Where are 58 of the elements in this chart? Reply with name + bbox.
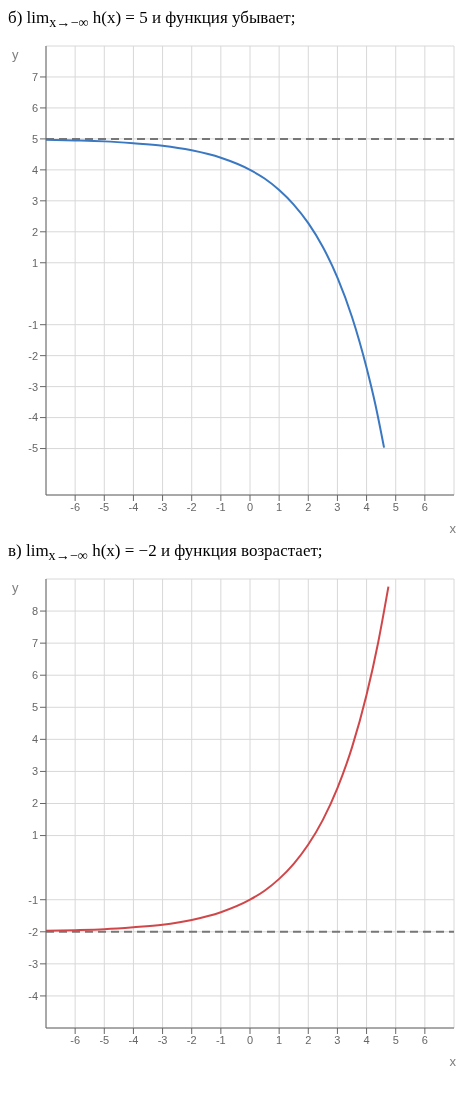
x-tick-label: 2 bbox=[305, 500, 312, 513]
y-tick-label: -4 bbox=[28, 989, 38, 1002]
chart-title: б) lim$_{x→−∞}$ h(x) = 5 и функция убывает; bbox=[8, 8, 297, 33]
x-tick-label: 5 bbox=[392, 1033, 399, 1046]
y-tick-label: -2 bbox=[28, 925, 38, 938]
y-tick-label: 1 bbox=[31, 829, 38, 842]
x-tick-label: 0 bbox=[246, 1033, 254, 1046]
y-tick-label: 7 bbox=[31, 70, 38, 83]
y-tick-label: -1 bbox=[28, 893, 38, 906]
x-tick-label: -5 bbox=[99, 500, 110, 513]
y-tick-label: -3 bbox=[28, 957, 38, 970]
x-axis-title: x bbox=[449, 1054, 457, 1069]
y-tick-label: -1 bbox=[28, 318, 38, 331]
x-tick-label: 1 bbox=[276, 500, 283, 513]
x-tick-label: -3 bbox=[157, 500, 168, 513]
y-tick-label: 3 bbox=[31, 765, 38, 778]
x-tick-label: -5 bbox=[99, 1033, 110, 1046]
y-axis-title: y bbox=[12, 47, 19, 63]
x-tick-label: -2 bbox=[186, 1033, 197, 1046]
x-tick-label: -2 bbox=[186, 500, 197, 513]
x-tick-label: 6 bbox=[421, 1033, 428, 1046]
y-tick-label: 2 bbox=[31, 225, 38, 238]
line-series bbox=[46, 585, 390, 932]
x-tick-label: 6 bbox=[421, 500, 428, 513]
y-tick-label: 5 bbox=[31, 132, 38, 145]
x-tick-label: -6 bbox=[70, 1033, 81, 1046]
y-tick-label: 6 bbox=[31, 669, 38, 682]
x-axis-title: x bbox=[449, 521, 457, 536]
chart-title: в) lim$_{x→−∞}$ h(x) = −2 и функция возрастает; bbox=[8, 541, 324, 566]
x-tick-label: -6 bbox=[70, 500, 81, 513]
y-tick-label: 4 bbox=[31, 163, 38, 176]
x-tick-label: -1 bbox=[215, 1033, 226, 1046]
y-tick-label: -4 bbox=[28, 411, 38, 424]
y-tick-label: 4 bbox=[31, 733, 38, 746]
y-tick-label: -3 bbox=[28, 380, 38, 393]
x-tick-label: -3 bbox=[157, 1033, 168, 1046]
x-tick-label: 2 bbox=[305, 1033, 312, 1046]
x-tick-label: 4 bbox=[363, 1033, 370, 1046]
x-tick-label: 5 bbox=[392, 500, 399, 513]
x-tick-label: 3 bbox=[334, 500, 341, 513]
x-tick-label: 4 bbox=[363, 500, 370, 513]
y-tick-label: 3 bbox=[31, 194, 38, 207]
x-tick-label: 0 bbox=[246, 500, 254, 513]
line-series bbox=[46, 138, 386, 449]
y-tick-label: 1 bbox=[31, 256, 38, 269]
x-tick-label: 3 bbox=[334, 1033, 341, 1046]
y-tick-label: 8 bbox=[31, 604, 38, 617]
y-tick-label: -5 bbox=[28, 442, 38, 455]
x-tick-label: 1 bbox=[276, 1033, 283, 1046]
y-tick-label: -2 bbox=[28, 349, 38, 362]
y-tick-label: 5 bbox=[31, 701, 38, 714]
y-tick-label: 7 bbox=[31, 637, 38, 650]
x-tick-label: -4 bbox=[128, 500, 139, 513]
y-axis-title: y bbox=[12, 580, 19, 596]
y-tick-label: 6 bbox=[31, 101, 38, 114]
x-tick-label: -4 bbox=[128, 1033, 139, 1046]
x-tick-label: -1 bbox=[215, 500, 226, 513]
y-tick-label: 2 bbox=[31, 797, 38, 810]
